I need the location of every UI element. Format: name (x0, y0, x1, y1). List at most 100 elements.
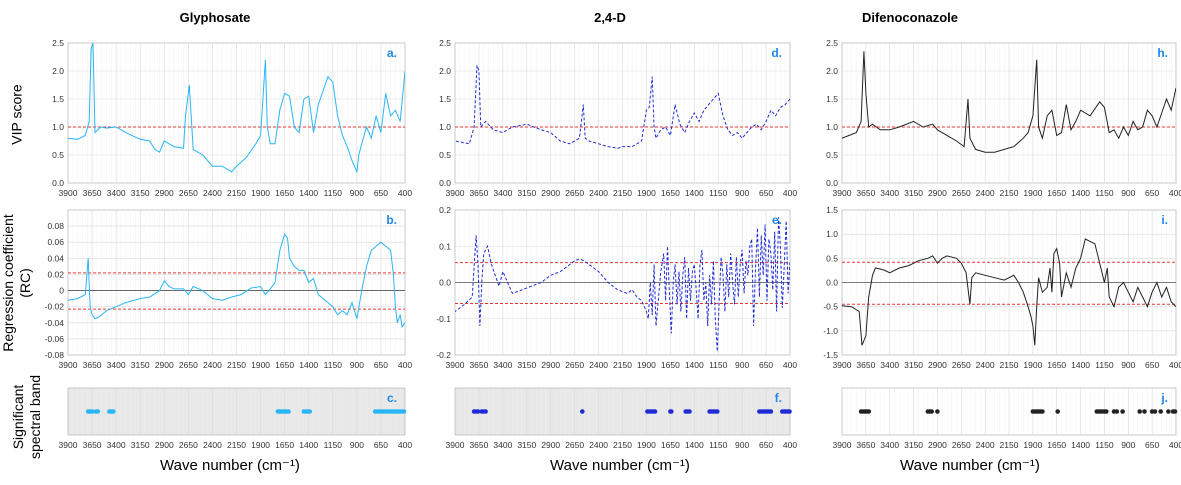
x-tick-label: 650 (374, 440, 388, 450)
x-tick-label: 3150 (517, 440, 536, 450)
x-tick-label: 1150 (1095, 440, 1114, 450)
band-point (866, 409, 871, 414)
x-tick-label: 3900 (59, 440, 78, 450)
x-tick-label: 2400 (976, 440, 995, 450)
x-tick-label: 2900 (928, 360, 947, 370)
x-tick-label: 3400 (493, 360, 512, 370)
x-tick-label: 1400 (299, 360, 318, 370)
x-tick-label: 1650 (275, 360, 294, 370)
x-tick-label: 2400 (203, 188, 222, 198)
x-tick-label: 2650 (179, 360, 198, 370)
x-tick-label: 1400 (299, 440, 318, 450)
panel-label: i. (1161, 213, 1168, 227)
x-tick-label: 900 (350, 440, 364, 450)
x-tick-label: 2900 (155, 188, 174, 198)
x-tick-label: 3400 (107, 188, 126, 198)
x-tick-label: 1900 (637, 440, 656, 450)
x-tick-label: 3650 (469, 360, 488, 370)
x-tick-label: 650 (1145, 440, 1159, 450)
band-point (89, 409, 95, 414)
x-tick-label: 2650 (565, 188, 584, 198)
x-tick-label: 3400 (493, 440, 512, 450)
x-tick-label: 1400 (685, 440, 704, 450)
x-tick-label: 2900 (541, 188, 560, 198)
x-tick-label: 900 (350, 360, 364, 370)
x-tick-label: 2650 (565, 360, 584, 370)
y-tick-label: 1.0 (826, 229, 838, 239)
x-tick-label: 2400 (203, 440, 222, 450)
x-tick-label: 3150 (904, 188, 923, 198)
x-tick-label: 1400 (685, 188, 704, 198)
y-tick-label: 0 (59, 286, 64, 296)
x-tick-label: 1400 (299, 188, 318, 198)
x-tick-label: 2150 (227, 440, 246, 450)
x-tick-label: 3400 (107, 360, 126, 370)
x-tick-label: 400 (1169, 440, 1181, 450)
y-tick-label: -1.5 (823, 350, 838, 360)
x-tick-label: 1900 (637, 360, 656, 370)
x-tick-label: 900 (350, 188, 364, 198)
x-tick-label: 2900 (541, 360, 560, 370)
x-tick-label: 3150 (131, 440, 150, 450)
band-point (652, 409, 658, 414)
y-tick-label: -1.0 (823, 326, 838, 336)
x-tick-label: 1900 (251, 360, 270, 370)
band-point (715, 409, 720, 414)
x-tick-label: 2150 (1000, 440, 1019, 450)
x-tick-label: 1650 (275, 440, 294, 450)
band-point (111, 409, 116, 414)
x-tick-label: 1900 (251, 188, 270, 198)
x-tick-label: 3900 (59, 188, 78, 198)
x-tick-label: 1900 (637, 188, 656, 198)
y-tick-label: -0.04 (45, 318, 65, 328)
x-tick-label: 2400 (203, 360, 222, 370)
panel-label: c. (387, 391, 397, 405)
x-tick-label: 900 (735, 440, 749, 450)
x-tick-label: 400 (398, 188, 412, 198)
panel-label: e. (772, 213, 782, 227)
y-tick-label: 0.5 (439, 150, 451, 160)
y-tick-label: -0.5 (823, 302, 838, 312)
x-tick-label: 2900 (541, 440, 560, 450)
y-tick-label: 1.0 (826, 122, 838, 132)
band-point (929, 409, 934, 414)
y-tick-label: 1.0 (439, 122, 451, 132)
x-tick-label: 2400 (589, 360, 608, 370)
x-tick-label: 1900 (251, 440, 270, 450)
x-tick-label: 2150 (227, 360, 246, 370)
x-tick-label: 2150 (613, 360, 632, 370)
x-tick-label: 3650 (83, 360, 102, 370)
x-tick-label: 3900 (59, 360, 78, 370)
x-tick-label: 3650 (469, 440, 488, 450)
x-tick-label: 1150 (709, 188, 728, 198)
x-tick-label: 2900 (155, 440, 174, 450)
x-tick-label: 400 (1169, 188, 1181, 198)
y-tick-label: 0.04 (47, 253, 64, 263)
y-tick-label: 0.5 (826, 150, 838, 160)
x-tick-label: 3400 (107, 440, 126, 450)
x-tick-label: 1650 (661, 440, 680, 450)
series-line-rc (68, 233, 405, 329)
x-tick-label: 3150 (131, 188, 150, 198)
x-tick-label: 1150 (709, 440, 728, 450)
x-tick-label: 3650 (469, 188, 488, 198)
y-tick-label: 0.5 (826, 253, 838, 263)
y-tick-label: 2.5 (826, 38, 838, 48)
panel-label: b. (386, 213, 397, 227)
x-tick-label: 2150 (613, 188, 632, 198)
x-tick-label: 2650 (952, 360, 971, 370)
x-tick-label: 3650 (856, 188, 875, 198)
band-point (1055, 409, 1060, 414)
band-point (935, 409, 940, 414)
band-point (1120, 409, 1125, 414)
x-tick-label: 1150 (324, 360, 343, 370)
band-point (787, 409, 792, 414)
x-tick-label: 650 (374, 188, 388, 198)
band-point (1040, 409, 1045, 414)
x-tick-label: 3900 (446, 188, 465, 198)
band-point (1158, 409, 1163, 414)
x-tick-label: 2650 (952, 188, 971, 198)
x-tick-label: 2150 (613, 440, 632, 450)
x-tick-label: 650 (759, 360, 773, 370)
